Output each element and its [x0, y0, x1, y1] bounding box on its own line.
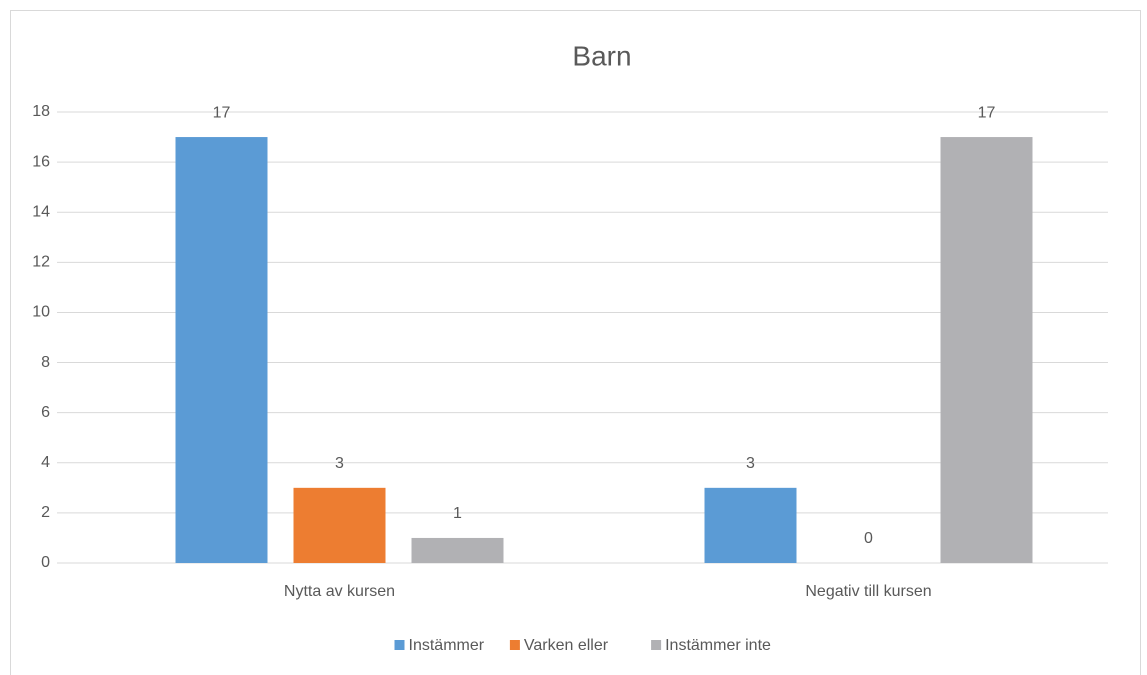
y-tick-label: 4 [41, 454, 50, 471]
legend-swatch [651, 640, 662, 650]
legend-label: Varken eller [524, 637, 609, 654]
y-tick-label: 0 [41, 554, 50, 571]
data-label: 17 [213, 104, 231, 121]
data-label: 0 [864, 530, 873, 547]
y-tick-label: 14 [32, 203, 50, 220]
bar [293, 487, 386, 563]
y-tick-label: 2 [41, 504, 50, 521]
bar [940, 137, 1033, 564]
y-tick-label: 8 [41, 354, 50, 371]
chart-frame [10, 10, 1141, 675]
data-label: 17 [978, 104, 996, 121]
x-tick-label: Nytta av kursen [284, 583, 395, 600]
chart-title: Barn [572, 40, 631, 71]
data-label: 1 [453, 505, 462, 522]
data-label: 3 [335, 455, 344, 472]
legend-label: Instämmer inte [665, 637, 771, 654]
bar [411, 537, 504, 563]
data-label: 3 [746, 455, 755, 472]
y-tick-label: 18 [32, 103, 50, 120]
legend-label: Instämmer [409, 637, 485, 654]
bar [704, 487, 797, 563]
legend-swatch [394, 640, 405, 650]
y-tick-label: 6 [41, 404, 50, 421]
y-tick-label: 10 [32, 304, 50, 321]
x-tick-label: Negativ till kursen [805, 583, 931, 600]
legend-swatch [509, 640, 520, 650]
bar [175, 137, 268, 564]
y-tick-label: 16 [32, 153, 50, 170]
y-tick-label: 12 [32, 254, 50, 271]
